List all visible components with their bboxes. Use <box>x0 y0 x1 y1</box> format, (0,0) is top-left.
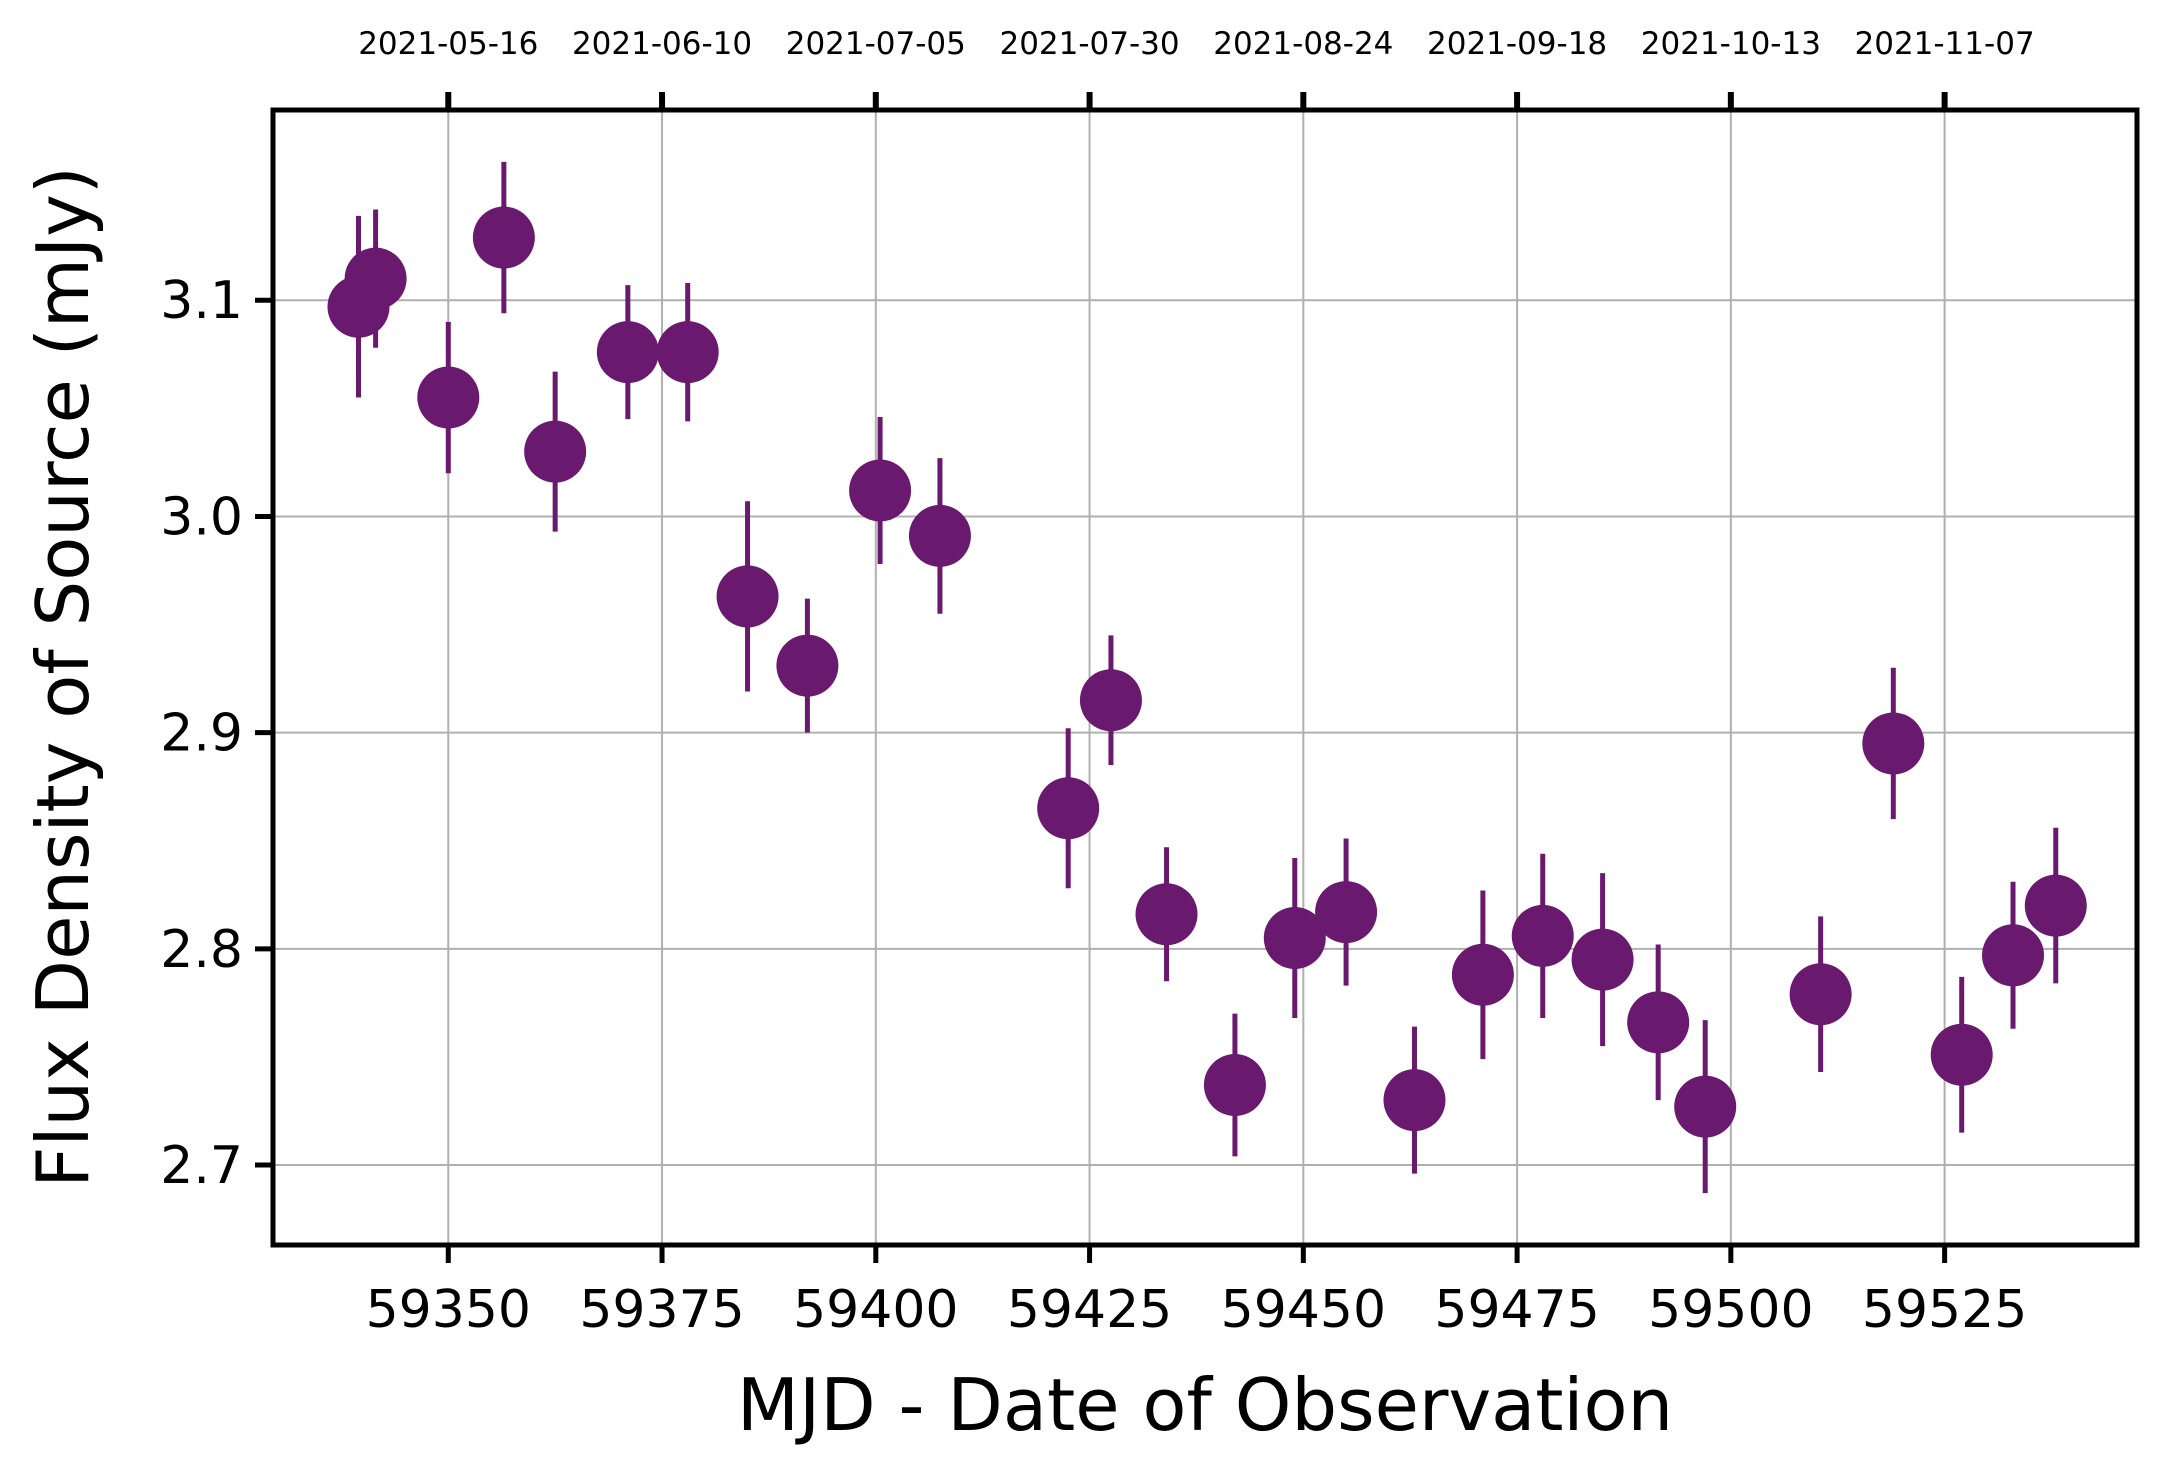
data-point <box>596 285 659 420</box>
data-point <box>1383 1026 1446 1174</box>
data-point <box>472 161 535 314</box>
data-marker <box>716 565 779 628</box>
data-marker <box>656 321 719 384</box>
y-axis-title: Flux Density of Source (mJy) <box>21 166 105 1188</box>
grid-lines <box>273 110 2137 1245</box>
data-point <box>1627 944 1690 1101</box>
data-marker <box>1263 907 1326 970</box>
top-date-label: 2021-05-16 <box>358 26 538 62</box>
data-point <box>776 598 839 733</box>
data-marker <box>596 321 659 384</box>
data-point <box>908 458 971 614</box>
data-point <box>1511 853 1574 1018</box>
data-point <box>716 501 779 692</box>
data-point <box>1862 667 1925 820</box>
x-tick-label: 59375 <box>579 1280 744 1340</box>
data-point <box>524 371 587 532</box>
data-marker <box>1511 904 1574 967</box>
data-point <box>1135 847 1198 982</box>
data-marker <box>1203 1054 1266 1117</box>
data-marker <box>1079 669 1142 732</box>
data-marker <box>1451 943 1514 1006</box>
top-date-label: 2021-09-18 <box>1427 26 1607 62</box>
data-marker <box>472 206 535 269</box>
data-point <box>1930 976 1993 1133</box>
data-marker <box>1982 924 2045 987</box>
y-tick-label: 3.0 <box>160 487 243 547</box>
top-date-axis-ticks: 2021-05-16 2021-06-10 2021-07-05 2021-07-30… <box>358 26 2035 110</box>
data-marker <box>1383 1069 1446 1132</box>
data-marker <box>1674 1075 1737 1138</box>
y-tick-label: 2.7 <box>160 1136 243 1196</box>
data-point <box>417 321 480 474</box>
data-marker <box>1571 928 1634 991</box>
data-point <box>344 209 407 348</box>
data-points <box>327 161 2087 1194</box>
data-point <box>2024 827 2087 984</box>
data-point <box>1037 728 1100 889</box>
data-marker <box>524 420 587 483</box>
data-marker <box>417 366 480 429</box>
data-point <box>656 282 719 422</box>
data-marker <box>1789 963 1852 1026</box>
data-point <box>1263 858 1326 1018</box>
data-point <box>849 416 912 564</box>
data-marker <box>1627 991 1690 1054</box>
data-point <box>1315 838 1378 986</box>
data-point <box>1203 1013 1266 1157</box>
y-tick-label: 3.1 <box>160 271 243 331</box>
data-marker <box>1930 1023 1993 1086</box>
data-point <box>1571 873 1634 1047</box>
data-marker <box>1135 883 1198 946</box>
x-tick-label: 59400 <box>793 1280 958 1340</box>
plot-frame <box>270 107 2140 1248</box>
x-tick-label: 59500 <box>1648 1280 1813 1340</box>
x-axis-ticks: 59350 59375 59400 59425 59450 59475 59500 59525 <box>366 1245 2027 1340</box>
x-tick-label: 59425 <box>1007 1280 1172 1340</box>
data-marker <box>849 459 912 522</box>
y-axis-ticks: 2.7 2.8 2.9 3.0 3.1 <box>160 271 273 1196</box>
data-point <box>1674 1020 1737 1194</box>
data-marker <box>344 247 407 310</box>
data-point <box>1079 635 1142 766</box>
top-date-label: 2021-06-10 <box>572 26 752 62</box>
data-marker <box>908 504 971 567</box>
x-tick-label: 59475 <box>1434 1280 1599 1340</box>
data-point <box>1789 916 1852 1073</box>
y-tick-label: 2.9 <box>160 704 243 764</box>
data-marker <box>1862 712 1925 775</box>
x-tick-label: 59450 <box>1221 1280 1386 1340</box>
data-marker <box>1315 881 1378 944</box>
top-date-label: 2021-10-13 <box>1641 26 1821 62</box>
top-date-label: 2021-08-24 <box>1213 26 1393 62</box>
x-tick-label: 59350 <box>366 1280 531 1340</box>
data-marker <box>776 634 839 697</box>
top-date-label: 2021-11-07 <box>1855 26 2035 62</box>
top-date-label: 2021-07-30 <box>999 26 1179 62</box>
top-date-label: 2021-07-05 <box>786 26 966 62</box>
data-point <box>1982 881 2045 1029</box>
x-tick-label: 59525 <box>1862 1280 2027 1340</box>
data-point <box>1451 890 1514 1060</box>
data-marker <box>1037 777 1100 840</box>
data-marker <box>2024 874 2087 937</box>
x-axis-title: MJD - Date of Observation <box>737 1363 1673 1447</box>
y-tick-label: 2.8 <box>160 920 243 980</box>
